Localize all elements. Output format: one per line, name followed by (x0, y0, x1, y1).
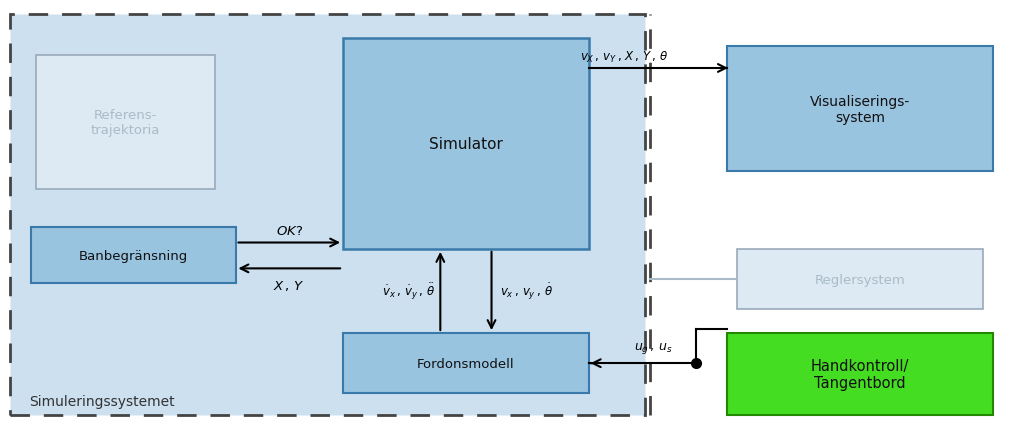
Text: Simulator: Simulator (429, 137, 503, 151)
Text: $\dot{v}_x\,,\,\dot{v}_y\,,\,\ddot{\theta}$: $\dot{v}_x\,,\,\dot{v}_y\,,\,\ddot{\thet… (382, 281, 435, 301)
Text: $OK?$: $OK?$ (275, 225, 303, 238)
Text: Visualiserings-
system: Visualiserings- system (810, 95, 910, 125)
Bar (10, 15, 645, 415)
Text: Handkontroll/
Tangentbord: Handkontroll/ Tangentbord (811, 358, 909, 390)
Text: $v_X\,,\,v_Y\,,\,X\,,\,Y\,,\,\theta$: $v_X\,,\,v_Y\,,\,X\,,\,Y\,,\,\theta$ (581, 49, 669, 64)
Text: Simuleringssystemet: Simuleringssystemet (30, 395, 175, 408)
Text: $X\,,\,Y$: $X\,,\,Y$ (273, 279, 305, 292)
Bar (727, 47, 993, 172)
Text: Referens-
trajektoria: Referens- trajektoria (91, 109, 160, 136)
Text: Reglersystem: Reglersystem (815, 273, 905, 286)
Text: Banbegränsning: Banbegränsning (79, 249, 187, 262)
Bar (343, 39, 589, 249)
Bar (31, 228, 236, 284)
Bar (36, 56, 215, 189)
Text: $v_x\,,\,v_y\,,\,\dot{\theta}$: $v_x\,,\,v_y\,,\,\dot{\theta}$ (500, 281, 553, 301)
Text: $u_g\,,\,u_s$: $u_g\,,\,u_s$ (634, 341, 672, 356)
Bar (727, 333, 993, 415)
Text: Fordonsmodell: Fordonsmodell (417, 357, 515, 370)
Bar (343, 333, 589, 393)
Bar (737, 249, 983, 310)
